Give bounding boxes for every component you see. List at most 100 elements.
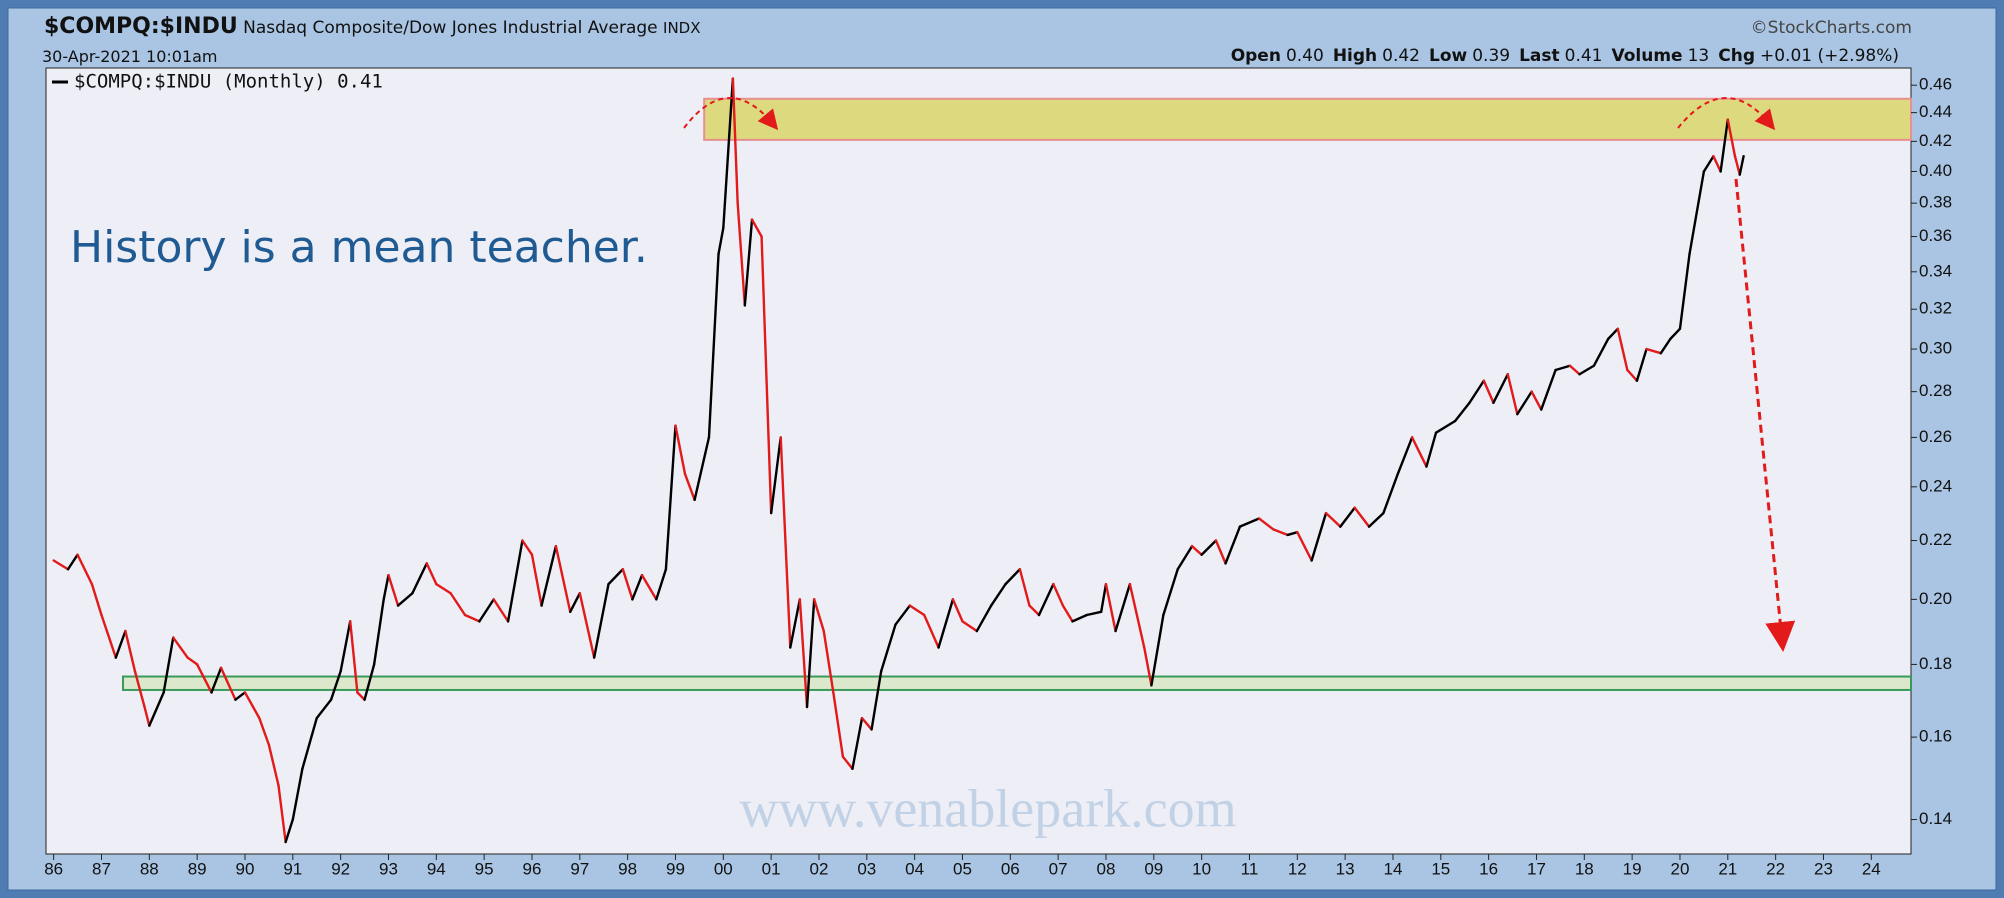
line-segment — [760, 235, 773, 515]
line-segment — [707, 252, 720, 439]
line-segment — [736, 201, 747, 307]
line-segment — [243, 691, 261, 720]
line-segment — [1272, 528, 1289, 537]
x-tick-label: 98 — [618, 859, 637, 878]
y-tick-label: 0.46 — [1919, 75, 1952, 94]
line-segment — [750, 218, 763, 238]
line-segment — [1052, 582, 1065, 607]
x-tick-label: 90 — [236, 859, 255, 878]
line-segment — [284, 818, 295, 844]
stat-value: 0.42 — [1382, 46, 1420, 66]
line-segment — [1554, 364, 1572, 372]
line-segment — [1425, 431, 1438, 468]
line-segment — [1733, 155, 1741, 176]
line-segment — [1176, 544, 1194, 571]
y-tick-label: 0.16 — [1919, 727, 1952, 746]
y-tick-label: 0.22 — [1919, 530, 1952, 549]
line-segment — [411, 562, 428, 595]
title: Nasdaq Composite/Dow Jones Industrial Av… — [243, 18, 658, 38]
line-segment — [267, 743, 280, 787]
line-segment — [172, 636, 189, 659]
line-segment — [1530, 390, 1543, 411]
line-segment — [492, 598, 510, 623]
line-segment — [1702, 155, 1715, 173]
x-tick-label: 87 — [92, 859, 111, 878]
line-segment — [186, 656, 199, 666]
x-tick-label: 20 — [1671, 859, 1690, 878]
x-tick-label: 99 — [666, 859, 685, 878]
x-tick-label: 91 — [283, 859, 302, 878]
arrow — [1677, 97, 1776, 131]
line-segment — [143, 705, 151, 727]
line-segment — [301, 716, 318, 770]
x-tick-label: 05 — [953, 859, 972, 878]
line-segment — [743, 218, 754, 307]
line-segment — [372, 598, 385, 666]
line-segment — [234, 691, 247, 701]
line-segment — [879, 623, 897, 673]
line-segment — [100, 613, 118, 659]
x-tick-label: 12 — [1288, 859, 1307, 878]
line-segment — [961, 620, 979, 633]
line-segment — [1190, 544, 1203, 556]
line-segment — [396, 592, 414, 607]
line-segment — [435, 582, 452, 595]
x-tick-label: 88 — [140, 859, 159, 878]
line-segment — [908, 604, 926, 617]
line-segment — [693, 436, 711, 502]
line-segment — [717, 226, 725, 256]
x-tick-label: 89 — [188, 859, 207, 878]
line-segment — [822, 629, 835, 694]
line-segment — [578, 592, 596, 659]
line-segment — [1482, 379, 1495, 404]
line-segment — [841, 755, 854, 770]
line-segment — [363, 663, 376, 701]
header: $COMPQ:$INDU Nasdaq Composite/Dow Jones … — [44, 14, 701, 39]
line-segment — [1128, 582, 1146, 649]
line-segment — [162, 636, 175, 694]
y-tick-label: 0.36 — [1919, 226, 1952, 245]
line-segment — [339, 620, 352, 673]
stat-label: Chg — [1718, 46, 1755, 66]
line-segment — [1669, 327, 1682, 341]
y-tick-label: 0.42 — [1919, 131, 1952, 150]
line-segment — [870, 670, 883, 731]
exchange: INDX — [663, 19, 701, 37]
line-segment — [1396, 436, 1414, 476]
x-tick-label: 22 — [1766, 859, 1785, 878]
line-segment — [329, 670, 342, 701]
x-tick-label: 96 — [523, 859, 542, 878]
y-tick-label: 0.30 — [1919, 339, 1952, 358]
line-segment — [1712, 155, 1722, 173]
line-segment — [52, 559, 70, 571]
line-segment — [631, 573, 644, 601]
line-segment — [1578, 364, 1596, 376]
line-segment — [989, 582, 1007, 607]
line-segment — [114, 629, 127, 659]
x-tick-label: 09 — [1144, 859, 1163, 878]
line-segment — [951, 598, 964, 623]
line-segment — [812, 598, 825, 633]
line-segment — [1367, 511, 1385, 528]
x-tick-label: 16 — [1479, 859, 1498, 878]
line-segment — [798, 598, 809, 709]
line-segment — [277, 784, 287, 844]
line-segment — [1150, 613, 1165, 687]
line-segment — [258, 716, 271, 747]
x-tick-label: 95 — [475, 859, 494, 878]
line-segment — [1434, 419, 1457, 434]
line-segment — [66, 553, 79, 571]
line-segment — [975, 604, 993, 633]
line-segment — [195, 663, 213, 694]
line-segment — [1037, 582, 1055, 617]
line-segment — [356, 691, 366, 701]
line-segment — [674, 424, 687, 476]
x-tick-label: 11 — [1241, 859, 1259, 878]
line-segment — [1678, 252, 1691, 331]
y-tick-label: 0.34 — [1919, 261, 1952, 280]
x-tick-label: 17 — [1527, 859, 1546, 878]
x-tick-label: 00 — [714, 859, 733, 878]
line-segment — [90, 582, 103, 617]
line-segment — [1099, 582, 1108, 614]
line-segment — [851, 716, 864, 770]
